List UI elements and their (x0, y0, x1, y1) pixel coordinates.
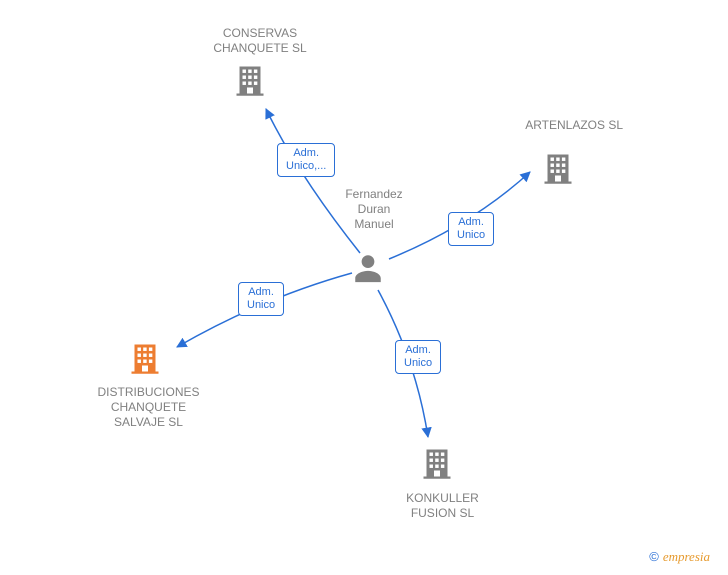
center-node-label: Fernandez Duran Manuel (339, 187, 409, 232)
node-label-conservas: CONSERVAS CHANQUETE SL (200, 26, 320, 56)
building-icon (419, 445, 455, 486)
edge-badge-distribuciones: Adm. Unico (238, 282, 284, 316)
edge-badge-konkuller: Adm. Unico (395, 340, 441, 374)
person-icon (351, 251, 385, 290)
node-label-artenlazos: ARTENLAZOS SL (493, 118, 623, 133)
diagram-canvas: Fernandez Duran Manuel CONSERVAS CHANQUE… (0, 0, 728, 575)
brand-name: empresia (663, 549, 710, 564)
building-icon (127, 340, 163, 381)
edge-badge-conservas: Adm. Unico,... (277, 143, 335, 177)
node-label-konkuller: KONKULLER FUSION SL (390, 491, 495, 521)
watermark: © empresia (649, 549, 710, 565)
building-icon (232, 62, 268, 103)
copyright-symbol: © (649, 549, 659, 564)
node-label-distribuciones: DISTRIBUCIONES CHANQUETE SALVAJE SL (86, 385, 211, 430)
edge-badge-artenlazos: Adm. Unico (448, 212, 494, 246)
building-icon (540, 150, 576, 191)
